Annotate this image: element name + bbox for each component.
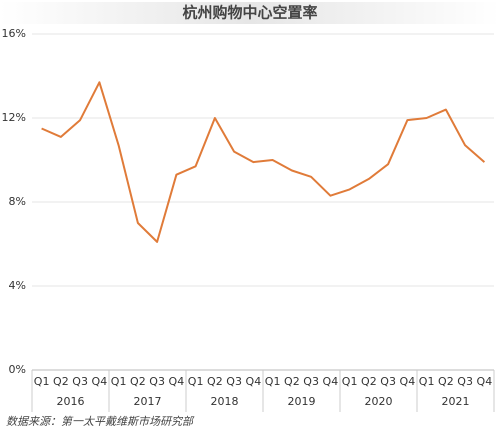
line-series — [41, 81, 486, 243]
x-tick-label: Q1 — [34, 375, 50, 388]
x-group-label: 2021 — [442, 395, 470, 408]
x-group-label: 2017 — [134, 395, 162, 408]
chart-title: 杭州购物中心空置率 — [182, 4, 317, 22]
x-tick-label: Q1 — [342, 375, 358, 388]
x-tick-label: Q3 — [457, 375, 473, 388]
x-group-label: 2016 — [57, 395, 85, 408]
title-band — [0, 2, 500, 24]
x-tick-label: Q4 — [323, 375, 339, 388]
x-tick-label: Q2 — [130, 375, 146, 388]
x-tick-label: Q1 — [111, 375, 127, 388]
x-group-label: 2020 — [365, 395, 393, 408]
x-tick-label: Q3 — [226, 375, 242, 388]
x-group-label: 2019 — [288, 395, 316, 408]
y-tick-label: 8% — [9, 195, 26, 208]
x-tick-label: Q3 — [303, 375, 319, 388]
x-tick-label: Q3 — [380, 375, 396, 388]
x-tick-label: Q1 — [265, 375, 281, 388]
y-tick-label: 0% — [9, 363, 26, 376]
x-tick-label: Q2 — [207, 375, 223, 388]
x-tick-label: Q2 — [53, 375, 69, 388]
x-tick-label: Q4 — [246, 375, 262, 388]
x-tick-label: Q2 — [438, 375, 454, 388]
x-tick-label: Q2 — [361, 375, 377, 388]
y-tick-label: 12% — [2, 111, 26, 124]
x-group-label: 2018 — [211, 395, 239, 408]
x-tick-label: Q4 — [92, 375, 108, 388]
x-tick-label: Q2 — [284, 375, 300, 388]
x-tick-label: Q3 — [72, 375, 88, 388]
x-tick-label: Q4 — [169, 375, 185, 388]
x-tick-label: Q1 — [419, 375, 435, 388]
x-tick-label: Q4 — [400, 375, 416, 388]
y-tick-label: 16% — [2, 27, 26, 40]
x-tick-label: Q1 — [188, 375, 204, 388]
source-note: 数据来源：第一太平戴维斯市场研究部 — [6, 415, 195, 428]
x-tick-label: Q4 — [477, 375, 493, 388]
y-tick-label: 4% — [9, 279, 26, 292]
x-tick-label: Q3 — [149, 375, 165, 388]
